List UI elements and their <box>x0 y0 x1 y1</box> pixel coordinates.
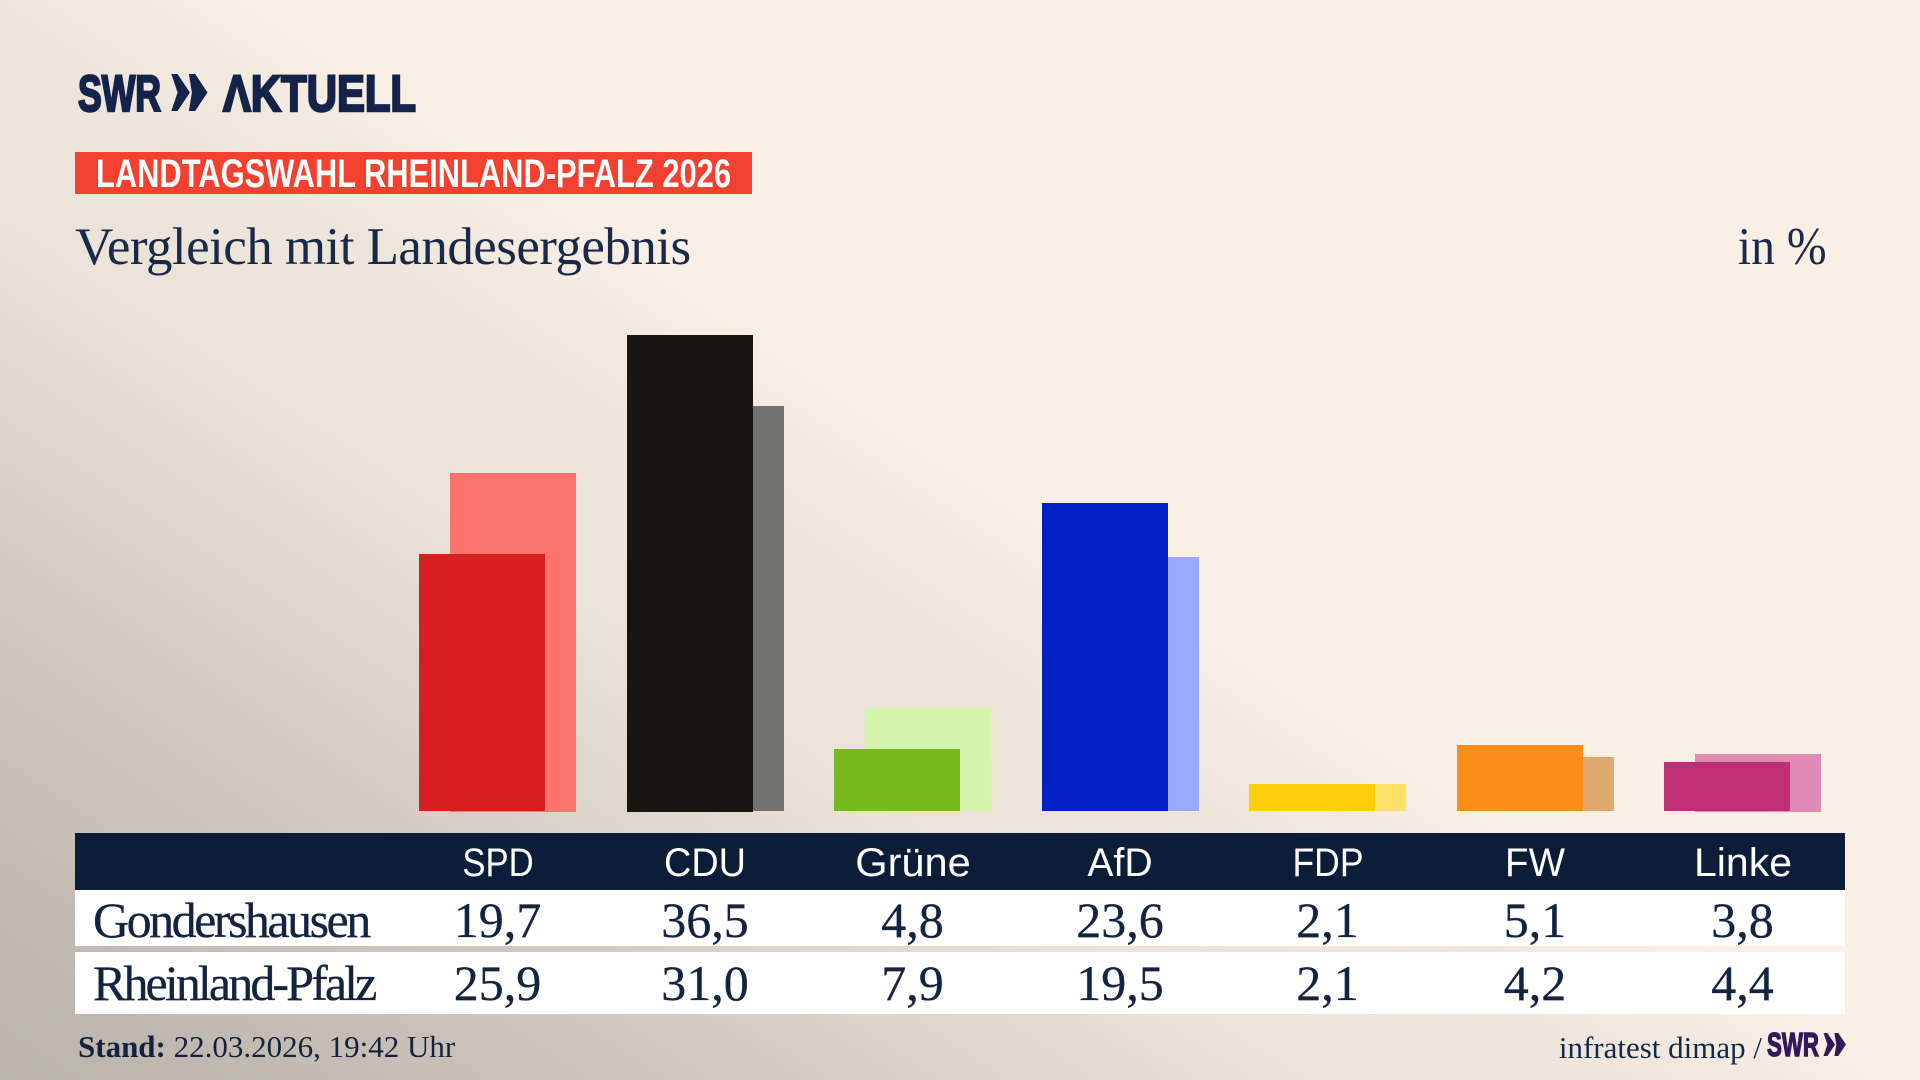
svg-text:SWR: SWR <box>1767 1031 1819 1058</box>
svg-text:SWR: SWR <box>78 70 161 120</box>
svg-text:LANDTAGSWAHL RHEINLAND-PFALZ 2: LANDTAGSWAHL RHEINLAND-PFALZ 2026 <box>96 152 731 194</box>
svg-text:ΛKTUELL: ΛKTUELL <box>223 70 416 120</box>
